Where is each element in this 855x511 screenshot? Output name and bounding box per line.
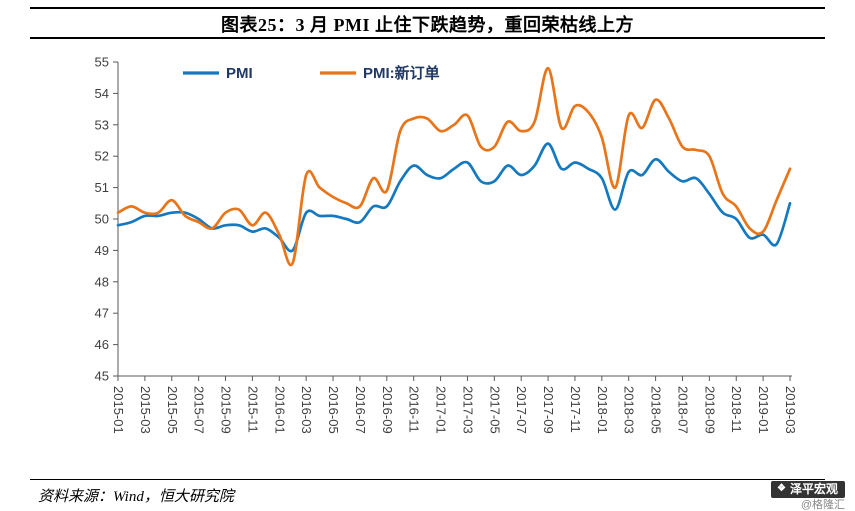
x-axis-ticks: 2015-01 2015-03 2015-05 2015-07 2015-09 2015-… [111,376,798,434]
y-tick-label: 48 [95,274,109,289]
x-tick-label: 2018-07 [675,386,690,434]
y-tick-label: 52 [95,149,109,164]
title-underline-rule [30,37,825,39]
series-line-PMI [116,142,792,253]
y-tick-label: 50 [95,212,109,227]
x-tick-label: 2015-11 [245,386,260,433]
x-tick-label: 2015-05 [165,386,180,434]
x-tick-label: 2018-11 [729,386,744,433]
x-tick-label: 2016-01 [272,386,287,434]
y-tick-label: 53 [95,117,109,132]
x-tick-label: 2017-11 [568,386,583,433]
x-tick-label: 2018-05 [649,386,664,434]
x-tick-label: 2019-01 [756,386,771,434]
footer-rule [30,479,825,480]
y-tick-label: 47 [95,306,109,321]
x-tick-label: 2015-01 [111,386,126,434]
y-axis-ticks: 45 46 47 48 49 50 51 52 53 54 55 [95,55,118,384]
y-tick-label: 55 [95,55,109,70]
watermark: ❖ 泽平宏观 @格隆汇 [771,479,845,511]
gelonghui-handle: @格隆汇 [800,499,845,511]
zeping-badge: ❖ 泽平宏观 [771,481,845,498]
series-line-PMI:新订单 [116,66,792,267]
zeping-brand-label: 泽平宏观 [789,482,838,496]
x-tick-label: 2016-07 [353,386,368,434]
x-tick-label: 2017-03 [460,386,475,434]
y-tick-label: 45 [95,369,109,384]
x-tick-label: 2015-09 [219,386,234,434]
y-tick-label: 46 [95,337,109,352]
zeping-logo-icon: ❖ [777,483,786,494]
y-tick-label: 54 [95,86,109,101]
x-tick-label: 2019-03 [783,386,798,434]
legend: PMI PMI:新订单 [183,64,440,82]
pmi-line-chart: 45 46 47 48 49 50 51 52 53 54 55 2015-01 2015-03 2015… [0,40,855,476]
x-tick-label: 2017-01 [434,386,449,434]
x-tick-label: 2016-05 [326,386,341,434]
x-tick-label: 2016-03 [299,386,314,434]
x-tick-label: 2017-09 [541,386,556,434]
x-tick-label: 2018-09 [702,386,717,434]
x-tick-label: 2016-11 [407,386,422,433]
x-tick-label: 2015-03 [138,386,153,434]
y-tick-label: 49 [95,243,109,258]
x-tick-label: 2017-07 [514,386,529,434]
chart-title: 图表25：3 月 PMI 止住下跌趋势，重回荣枯线上方 [221,15,634,35]
legend-label-PMI:新订单: PMI:新订单 [363,64,440,82]
data-source-text: 资料来源：Wind，恒大研究院 [38,489,234,505]
legend-label-PMI: PMI [226,65,253,82]
x-tick-label: 2015-07 [192,386,207,434]
top-rule [30,7,825,9]
x-tick-label: 2016-09 [380,386,395,434]
y-tick-label: 51 [95,180,109,195]
x-tick-label: 2017-05 [487,386,502,434]
x-tick-label: 2018-03 [622,386,637,434]
x-tick-label: 2018-01 [595,386,610,434]
